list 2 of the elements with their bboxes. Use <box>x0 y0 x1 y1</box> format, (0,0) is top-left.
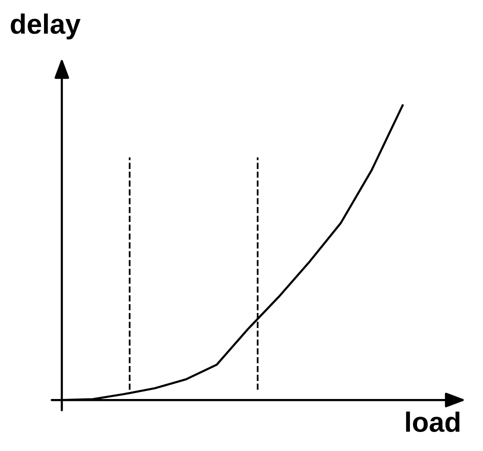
x-axis-title: load <box>406 412 460 432</box>
y-axis-title: delay <box>10 14 81 40</box>
